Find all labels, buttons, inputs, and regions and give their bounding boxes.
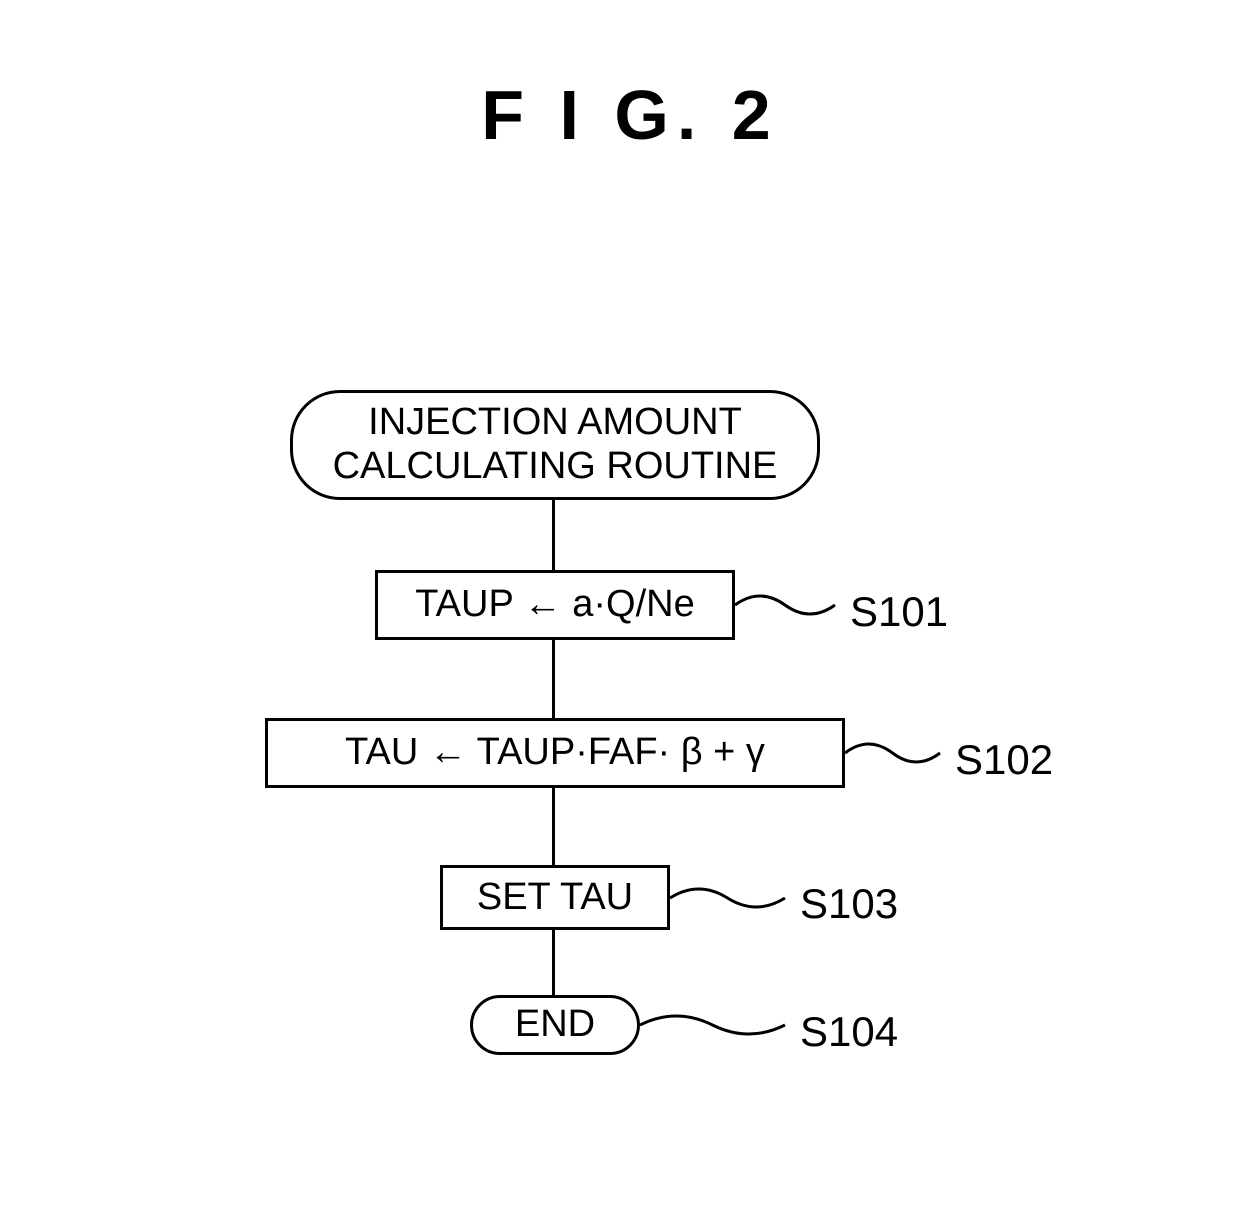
flowchart-container: INJECTION AMOUNT CALCULATING ROUTINE TAUP… xyxy=(180,390,1080,1090)
flowchart-node-s102: TAU ← TAUP·FAF· β + γ xyxy=(265,718,845,788)
edge-line xyxy=(552,640,555,718)
step-label-s103: S103 xyxy=(800,880,898,928)
node-text: INJECTION AMOUNT CALCULATING ROUTINE xyxy=(333,401,778,488)
edge-line xyxy=(552,788,555,865)
edge-line xyxy=(552,930,555,995)
label-connector xyxy=(640,989,785,1061)
flowchart-node-start: INJECTION AMOUNT CALCULATING ROUTINE xyxy=(290,390,820,500)
label-connector xyxy=(845,717,940,789)
node-text: TAUP ← a·Q/Ne xyxy=(415,583,694,627)
flowchart-node-s103: SET TAU xyxy=(440,865,670,930)
step-label-s104: S104 xyxy=(800,1008,898,1056)
flowchart-node-s104: END xyxy=(470,995,640,1055)
figure-title: F I G. 2 xyxy=(481,75,778,155)
label-connector xyxy=(670,862,785,934)
step-label-s101: S101 xyxy=(850,588,948,636)
node-text: TAU ← TAUP·FAF· β + γ xyxy=(345,731,765,775)
edge-line xyxy=(552,500,555,570)
step-label-s102: S102 xyxy=(955,736,1053,784)
flowchart-node-s101: TAUP ← a·Q/Ne xyxy=(375,570,735,640)
label-connector xyxy=(735,569,835,641)
node-text: SET TAU xyxy=(477,876,633,920)
node-text: END xyxy=(515,1003,595,1047)
